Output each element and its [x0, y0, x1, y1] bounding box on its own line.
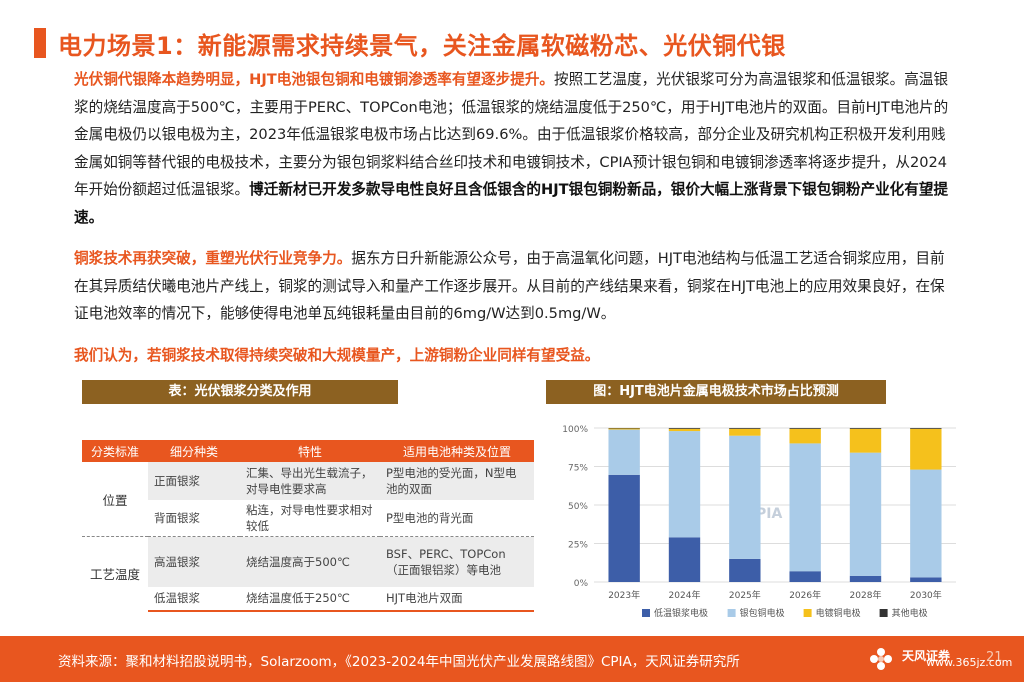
paragraph-body: 按照工艺温度，光伏银浆可分为高温银浆和低温银浆。高温银浆的烧结温度高于500℃，…: [74, 71, 949, 198]
footer-source: 资料来源：聚和材料招股说明书，Solarzoom，《2023-2024年中国光伏…: [58, 654, 740, 670]
legend-label: 其他电极: [892, 607, 928, 619]
chart-bar-segment: [729, 558, 761, 582]
y-tick-label: 25%: [568, 541, 588, 551]
x-tick-label: 2026年: [789, 589, 821, 601]
chart-bar-segment: [849, 452, 882, 576]
chart-bar-segment: [789, 428, 821, 444]
chart-bar-segment: [910, 428, 942, 429]
chart-bar-segment: [910, 428, 942, 470]
table-category-cell: 位置: [102, 492, 128, 508]
chart-bar-segment: [608, 429, 640, 475]
conclusion-text: 我们认为，若铜浆技术取得持续突破和大规模量产，上游铜粉企业同样有望受益。: [74, 347, 600, 364]
chart-bar-segment: [849, 428, 882, 429]
legend-swatch: [803, 609, 812, 617]
chart-bar-segment: [668, 537, 701, 582]
x-tick-label: 2023年: [608, 589, 640, 601]
y-tick-label: 75%: [568, 464, 588, 474]
x-tick-label: 2028年: [850, 589, 882, 601]
paragraph-highlight: 光伏铜代银降本趋势明显，HJT电池银包铜和电镀铜渗透率有望逐步提升。: [74, 71, 555, 88]
chart-bar-segment: [789, 571, 821, 582]
table-header-row: 分类标准 细分种类 特性 适用电池种类及位置: [82, 440, 534, 462]
table-header-cell: 细分种类: [148, 440, 240, 462]
x-tick-label: 2030年: [910, 589, 942, 601]
table-row: 背面银浆 粘连，对导电性要求相对较低 P型电池的背光面: [82, 500, 534, 537]
legend-label: 电镀铜电极: [816, 607, 861, 619]
table-cell: 正面银浆: [148, 462, 240, 500]
table-cell: 高温银浆: [148, 536, 240, 587]
paragraph-highlight: 铜浆技术再获突破，重塑光伏行业竞争力。: [74, 250, 352, 267]
chart-bar-segment: [668, 428, 701, 429]
chart-bar-segment: [668, 431, 701, 538]
table-cell: P型电池的背光面: [386, 511, 474, 525]
y-tick-label: 50%: [568, 502, 588, 512]
page-number: 21: [986, 650, 1003, 665]
chart-title: 图：HJT电池片金属电极技术市场占比预测: [546, 380, 886, 404]
chart-bar-segment: [849, 575, 882, 582]
table-row: 工艺温度 高温银浆 烧结温度高于500℃ BSF、PERC、TOPCon（正面银…: [82, 536, 534, 611]
legend-swatch: [727, 609, 736, 617]
table-cell: 粘连，对导电性要求相对较低: [246, 503, 373, 533]
page-title: 电力场景1：新能源需求持续景气，关注金属软磁粉芯、光伏铜代银: [58, 32, 786, 60]
chart-bar-segment: [729, 428, 761, 436]
tianfeng-logo-icon: [870, 648, 892, 670]
chart-bar-segment: [910, 577, 942, 582]
table-cell: 背面银浆: [154, 511, 200, 525]
table-title: 表：光伏银浆分类及作用: [82, 380, 398, 404]
table-cell: P型电池的受光面，N型电池的双面: [380, 462, 534, 500]
legend-label: 银包铜电极: [740, 607, 785, 619]
table-header-cell: 适用电池种类及位置: [380, 440, 534, 462]
logo-text: 天风证券: [902, 649, 951, 663]
footer-bar: 资料来源：聚和材料招股说明书，Solarzoom，《2023-2024年中国光伏…: [0, 636, 1024, 682]
table-row: 低温银浆 烧结温度低于250℃ HJT电池片双面: [82, 586, 534, 612]
table-cell: 低温银浆: [148, 586, 240, 612]
chart-bar-segment: [849, 428, 882, 453]
paragraph-body: 据东方日升新能源公众号，由于高温氧化问题，HJT电池结构与低温工艺适合铜浆应用，…: [74, 250, 945, 322]
table-header-cell: 特性: [240, 440, 380, 462]
legend-swatch: [642, 609, 650, 617]
table-cell: 烧结温度低于250℃: [240, 586, 380, 612]
chart-bar-segment: [789, 443, 821, 572]
title-accent-bar: [34, 28, 46, 58]
paragraph-copper-paste: 铜浆技术再获突破，重塑光伏行业竞争力。据东方日升新能源公众号，由于高温氧化问题，…: [74, 245, 954, 328]
x-tick-label: 2025年: [729, 589, 761, 601]
chart-bar-segment: [668, 428, 701, 432]
y-tick-label: 100%: [562, 425, 588, 435]
silver-paste-table: 分类标准 细分种类 特性 适用电池种类及位置 位置 正面银浆 汇集、导出光生载流…: [82, 440, 534, 612]
paragraph-conclusion: 我们认为，若铜浆技术取得持续突破和大规模量产，上游铜粉企业同样有望受益。: [74, 342, 954, 370]
table-header-cell: 分类标准: [82, 440, 148, 462]
legend-swatch: [879, 609, 888, 617]
paragraph-silver-copper: 光伏铜代银降本趋势明显，HJT电池银包铜和电镀铜渗透率有望逐步提升。按照工艺温度…: [74, 66, 954, 231]
table-category-cell: 工艺温度: [82, 536, 148, 611]
legend-label: 低温银浆电极: [654, 607, 708, 619]
table-row: 位置 正面银浆 汇集、导出光生载流子，对导电性要求高 P型电池的受光面，N型电池…: [82, 462, 534, 508]
table-cell: HJT电池片双面: [380, 586, 534, 612]
chart-bar-segment: [729, 435, 761, 559]
chart-bar-segment: [729, 428, 761, 429]
table-cell: 烧结温度高于500℃: [240, 536, 380, 587]
site-watermark: www.365jz.com: [926, 656, 1013, 669]
chart-bar-segment: [608, 428, 640, 430]
paragraph-bold: 博迁新材已开发多款导电性良好且含低银含的HJT银包铜粉新品，银价大幅上涨背景下银…: [74, 181, 949, 226]
table-cell: BSF、PERC、TOPCon（正面银铝浆）等电池: [380, 536, 534, 587]
table-cell: 汇集、导出光生载流子，对导电性要求高: [240, 462, 380, 500]
y-tick-label: 0%: [574, 579, 589, 589]
x-tick-label: 2024年: [669, 589, 701, 601]
chart-bar-segment: [608, 474, 640, 582]
chart-bar-segment: [789, 428, 821, 429]
chart-bar-segment: [910, 469, 942, 578]
